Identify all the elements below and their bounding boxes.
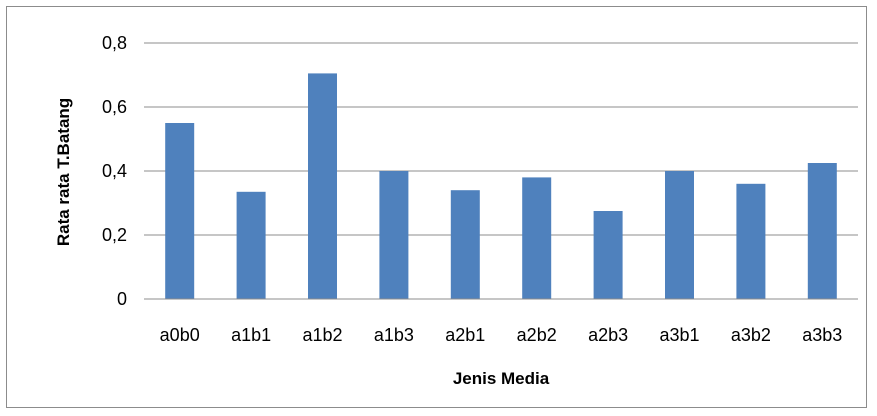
bars	[165, 73, 837, 300]
y-tick-label: 0,2	[102, 225, 127, 245]
x-tick-labels: a0b0 a1b1 a1b2 a1b3 a2b1 a2b2 a2b3 a3b1 a3b2 a3b3	[160, 325, 843, 345]
x-tick-label: a0b0	[160, 325, 200, 345]
bar-a1b1	[236, 191, 266, 299]
x-tick-label: a1b3	[374, 325, 414, 345]
y-tick-label: 0,6	[102, 97, 127, 117]
x-tick-label: a1b2	[302, 325, 342, 345]
bar-a3b1	[665, 171, 694, 299]
bar-a1b2	[308, 73, 337, 300]
x-tick-label: a2b2	[517, 325, 557, 345]
y-tick-label: 0,8	[102, 33, 127, 53]
bar-a3b3	[807, 163, 837, 299]
bar-a3b2	[736, 183, 766, 299]
bar-a2b1	[450, 190, 480, 299]
y-tick-labels: 0 0,2 0,4 0,6 0,8	[102, 33, 127, 309]
x-tick-label: a3b1	[659, 325, 699, 345]
x-tick-label: a3b3	[802, 325, 842, 345]
bar-a2b2	[522, 177, 552, 299]
bar-a1b3	[379, 171, 409, 299]
x-tick-label: a1b1	[231, 325, 271, 345]
x-tick-label: a2b3	[588, 325, 628, 345]
bar-a2b3	[593, 211, 623, 299]
bar-a0b0	[165, 123, 195, 299]
y-axis-title: Rata rata T.Batang	[54, 98, 73, 246]
y-tick-label: 0	[117, 289, 127, 309]
chart-frame	[6, 6, 867, 408]
y-tick-label: 0,4	[102, 161, 127, 181]
x-tick-label: a2b1	[445, 325, 485, 345]
x-tick-label: a3b2	[731, 325, 771, 345]
x-axis-title: Jenis Media	[453, 369, 550, 388]
